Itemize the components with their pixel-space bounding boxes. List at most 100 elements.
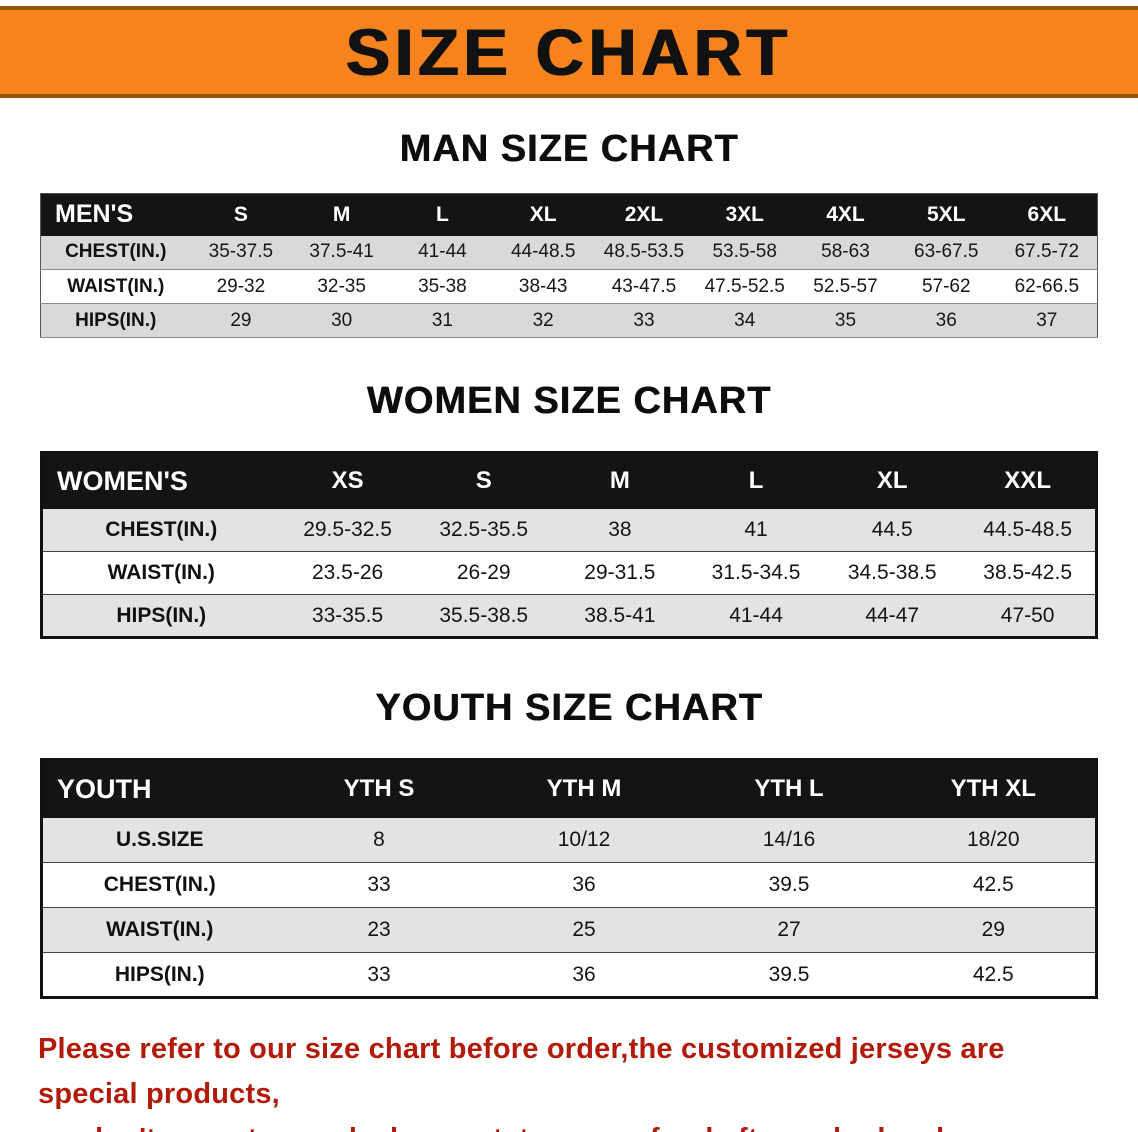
measurement-cell: 38.5-41 [584, 603, 656, 627]
measurement-cell: 18/20 [966, 827, 1020, 851]
measurement-row: WAIST(IN.) 23 25 27 29 [41, 907, 1097, 953]
measurement-cell: 57-62 [921, 275, 971, 297]
measurement-cell: 63-67.5 [914, 241, 979, 263]
page-title: SIZE CHART [346, 15, 792, 89]
measurement-cell: 31.5-34.5 [711, 561, 801, 584]
table-header-row: WOMEN'S XS S M L XL XXL [41, 452, 1097, 509]
measurement-row: WAIST(IN.) 29-32 32-35 35-38 38-43 43-47.5 47.… [40, 269, 1098, 304]
measurement-cell: 35-38 [418, 275, 467, 297]
measurement-row: U.S.SIZE 8 10/12 14/16 18/20 [41, 817, 1097, 863]
row-label: U.S.SIZE [115, 827, 204, 851]
measurement-cell: 27 [777, 918, 801, 941]
measurement-cell: 47-50 [1000, 603, 1055, 627]
row-label: WAIST(IN.) [67, 275, 165, 297]
measurement-cell: 8 [373, 827, 385, 851]
measurement-cell: 48.5-53.5 [603, 241, 685, 263]
measurement-cell: 58-63 [821, 241, 870, 263]
table-header-row: MEN'S S M L XL 2XL 3XL 4XL 5XL 6XL [40, 193, 1098, 236]
measurement-row: HIPS(IN.) 33 36 39.5 42.5 [41, 952, 1097, 998]
table-title-cell: MEN'S [55, 200, 134, 229]
measurement-cell: 25 [572, 918, 596, 941]
size-column-header: 6XL [1027, 202, 1067, 226]
size-column-header: XS [331, 467, 364, 495]
measurement-cell: 29 [230, 309, 252, 331]
measurement-cell: 47.5-52.5 [704, 275, 785, 297]
measurement-cell: 29.5-32.5 [303, 517, 392, 541]
measurement-cell: 42.5 [972, 962, 1014, 986]
row-label: HIPS(IN.) [116, 603, 207, 627]
size-column-header: L [748, 467, 764, 495]
measurement-row: CHEST(IN.) 29.5-32.5 32.5-35.5 38 41 44.5 44.5… [41, 508, 1097, 552]
measurement-cell: 38.5-42.5 [983, 561, 1073, 584]
row-label: WAIST(IN.) [106, 918, 214, 941]
table-title-cell: YOUTH [57, 773, 152, 804]
measurement-cell: 32 [532, 309, 554, 331]
youth-size-table: YOUTH YTH S YTH M YTH L YTH XL U.S.SIZE 8 10/12… [40, 758, 1098, 999]
measurement-row: HIPS(IN.) 33-35.5 35.5-38.5 38.5-41 41-44 44-… [41, 594, 1097, 638]
measurement-cell: 44-47 [865, 603, 920, 627]
size-column-header: M [332, 202, 351, 226]
measurement-cell: 62-66.5 [1014, 275, 1080, 297]
measurement-cell: 14/16 [762, 827, 816, 851]
size-column-header: YTH S [343, 775, 415, 803]
row-label: CHEST(IN.) [105, 517, 218, 541]
measurement-row: HIPS(IN.) 29 30 31 32 33 34 35 36 37 [40, 303, 1098, 338]
women-size-chart-heading: WOMEN SIZE CHART [366, 380, 772, 422]
measurement-cell: 26-29 [456, 561, 511, 584]
measurement-cell: 42.5 [972, 873, 1014, 896]
table-title-cell: WOMEN'S [57, 465, 188, 496]
men-size-table: MEN'S S M L XL 2XL 3XL 4XL 5XL 6XL CHEST(IN.) 35-37… [40, 193, 1098, 338]
size-column-header: S [475, 467, 492, 495]
measurement-cell: 35.5-38.5 [439, 603, 529, 627]
row-label: HIPS(IN.) [114, 962, 205, 986]
measurement-row: WAIST(IN.) 23.5-26 26-29 29-31.5 31.5-34.5 34… [41, 551, 1097, 595]
size-column-header: XL [529, 202, 557, 226]
size-column-header: L [436, 202, 449, 226]
measurement-cell: 37 [1036, 309, 1058, 331]
measurement-cell: 33 [367, 873, 391, 896]
size-column-header: XL [876, 467, 908, 495]
measurement-cell: 36 [572, 873, 596, 896]
disclaimer-line-2: we don't accept cancel, change, teturn o… [38, 1117, 1100, 1132]
measurement-cell: 23 [367, 918, 391, 941]
disclaimer-line-1: Please refer to our size chart before or… [38, 1033, 1005, 1110]
size-column-header: 2XL [624, 202, 664, 226]
measurement-cell: 36 [935, 309, 957, 331]
title-banner: SIZE CHART [0, 6, 1138, 98]
row-label: CHEST(IN.) [103, 873, 216, 896]
measurement-cell: 67.5-72 [1014, 241, 1080, 263]
row-label: HIPS(IN.) [75, 309, 157, 331]
measurement-cell: 53.5-58 [712, 241, 777, 263]
measurement-cell: 41 [744, 517, 768, 541]
measurement-cell: 35 [834, 309, 857, 331]
size-column-header: YTH L [754, 775, 824, 803]
measurement-cell: 44.5-48.5 [983, 517, 1073, 541]
measurement-cell: 38 [608, 517, 632, 541]
measurement-cell: 41-44 [729, 603, 783, 627]
measurement-cell: 29-31.5 [584, 561, 656, 584]
measurement-cell: 35-37.5 [208, 241, 274, 263]
measurement-cell: 43-47.5 [611, 275, 677, 297]
measurement-cell: 37.5-41 [309, 241, 374, 263]
measurement-cell: 23.5-26 [311, 561, 384, 584]
measurement-cell: 32.5-35.5 [439, 517, 529, 541]
size-column-header: M [609, 467, 630, 495]
measurement-cell: 30 [331, 309, 353, 331]
size-column-header: 4XL [826, 202, 865, 226]
measurement-cell: 31 [431, 309, 453, 331]
table-header-row: YOUTH YTH S YTH M YTH L YTH XL [41, 759, 1097, 818]
size-column-header: 3XL [725, 202, 764, 226]
row-label: WAIST(IN.) [107, 561, 215, 584]
measurement-cell: 33 [633, 309, 655, 331]
measurement-cell: 39.5 [768, 962, 810, 986]
disclaimer-note: Please refer to our size chart before or… [0, 1027, 1138, 1132]
size-column-header: S [233, 202, 248, 226]
man-size-chart-heading: MAN SIZE CHART [399, 128, 739, 170]
measurement-cell: 38-43 [518, 275, 568, 297]
measurement-cell: 34.5-38.5 [847, 561, 937, 584]
measurement-row: CHEST(IN.) 33 36 39.5 42.5 [41, 862, 1097, 908]
measurement-cell: 29-32 [216, 275, 266, 297]
size-column-header: XXL [1004, 467, 1051, 495]
youth-size-chart-heading: YOUTH SIZE CHART [375, 687, 763, 729]
